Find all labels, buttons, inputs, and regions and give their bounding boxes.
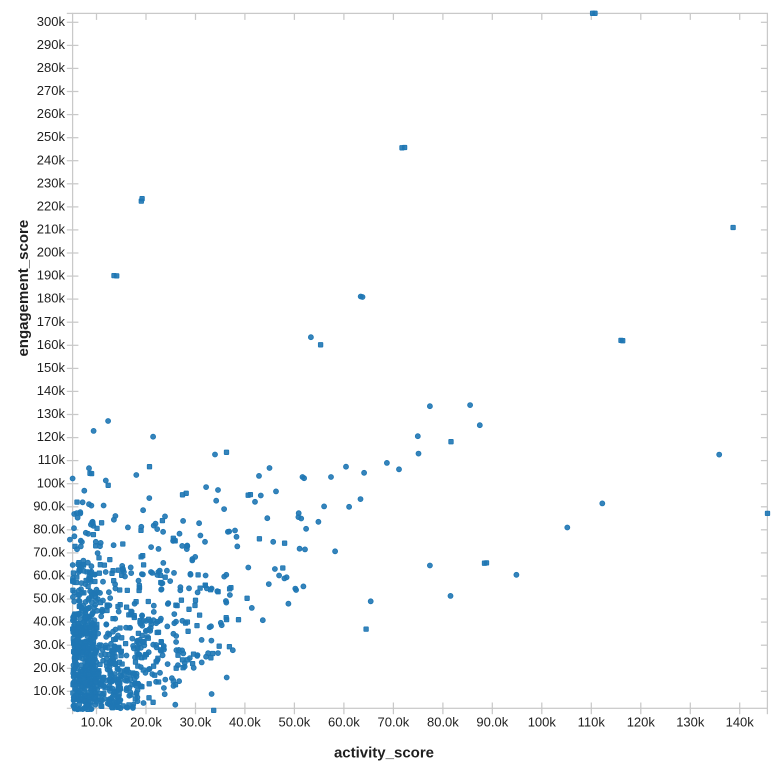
svg-text:270k: 270k — [37, 83, 66, 98]
svg-text:150k: 150k — [37, 360, 66, 375]
svg-text:130k: 130k — [676, 714, 705, 729]
svg-text:60.0k: 60.0k — [33, 568, 65, 583]
svg-text:250k: 250k — [37, 129, 66, 144]
svg-text:180k: 180k — [37, 291, 66, 306]
svg-text:10.0k: 10.0k — [81, 714, 113, 729]
svg-text:230k: 230k — [37, 175, 66, 190]
svg-text:220k: 220k — [37, 199, 66, 214]
svg-text:120k: 120k — [37, 429, 66, 444]
svg-text:20.0k: 20.0k — [130, 714, 162, 729]
svg-text:40.0k: 40.0k — [33, 614, 65, 629]
svg-text:110k: 110k — [38, 452, 66, 467]
svg-text:30.0k: 30.0k — [180, 714, 212, 729]
svg-text:190k: 190k — [37, 268, 66, 283]
svg-text:240k: 240k — [37, 152, 66, 167]
svg-text:20.0k: 20.0k — [33, 660, 65, 675]
svg-text:140k: 140k — [726, 714, 755, 729]
svg-text:200k: 200k — [37, 245, 66, 260]
svg-text:260k: 260k — [37, 106, 66, 121]
svg-text:110k: 110k — [578, 714, 606, 729]
svg-text:170k: 170k — [37, 314, 66, 329]
svg-text:50.0k: 50.0k — [33, 591, 65, 606]
svg-text:engagement_score: engagement_score — [15, 220, 32, 357]
svg-text:280k: 280k — [37, 60, 66, 75]
svg-text:140k: 140k — [37, 383, 66, 398]
svg-text:90.0k: 90.0k — [33, 498, 65, 513]
svg-text:120k: 120k — [627, 714, 656, 729]
svg-text:activity_score: activity_score — [334, 745, 434, 762]
svg-text:40.0k: 40.0k — [229, 714, 261, 729]
svg-text:300k: 300k — [37, 14, 66, 29]
svg-text:210k: 210k — [37, 222, 66, 237]
svg-text:290k: 290k — [37, 37, 66, 52]
svg-text:60.0k: 60.0k — [328, 714, 360, 729]
svg-text:80.0k: 80.0k — [427, 714, 459, 729]
svg-text:30.0k: 30.0k — [33, 637, 65, 652]
svg-text:130k: 130k — [37, 406, 66, 421]
svg-text:10.0k: 10.0k — [33, 683, 65, 698]
svg-text:80.0k: 80.0k — [33, 521, 65, 536]
svg-text:70.0k: 70.0k — [377, 714, 409, 729]
svg-text:100k: 100k — [37, 475, 66, 490]
svg-text:90.0k: 90.0k — [476, 714, 508, 729]
svg-text:70.0k: 70.0k — [33, 545, 65, 560]
svg-text:160k: 160k — [37, 337, 66, 352]
svg-text:50.0k: 50.0k — [278, 714, 310, 729]
svg-text:100k: 100k — [528, 714, 557, 729]
